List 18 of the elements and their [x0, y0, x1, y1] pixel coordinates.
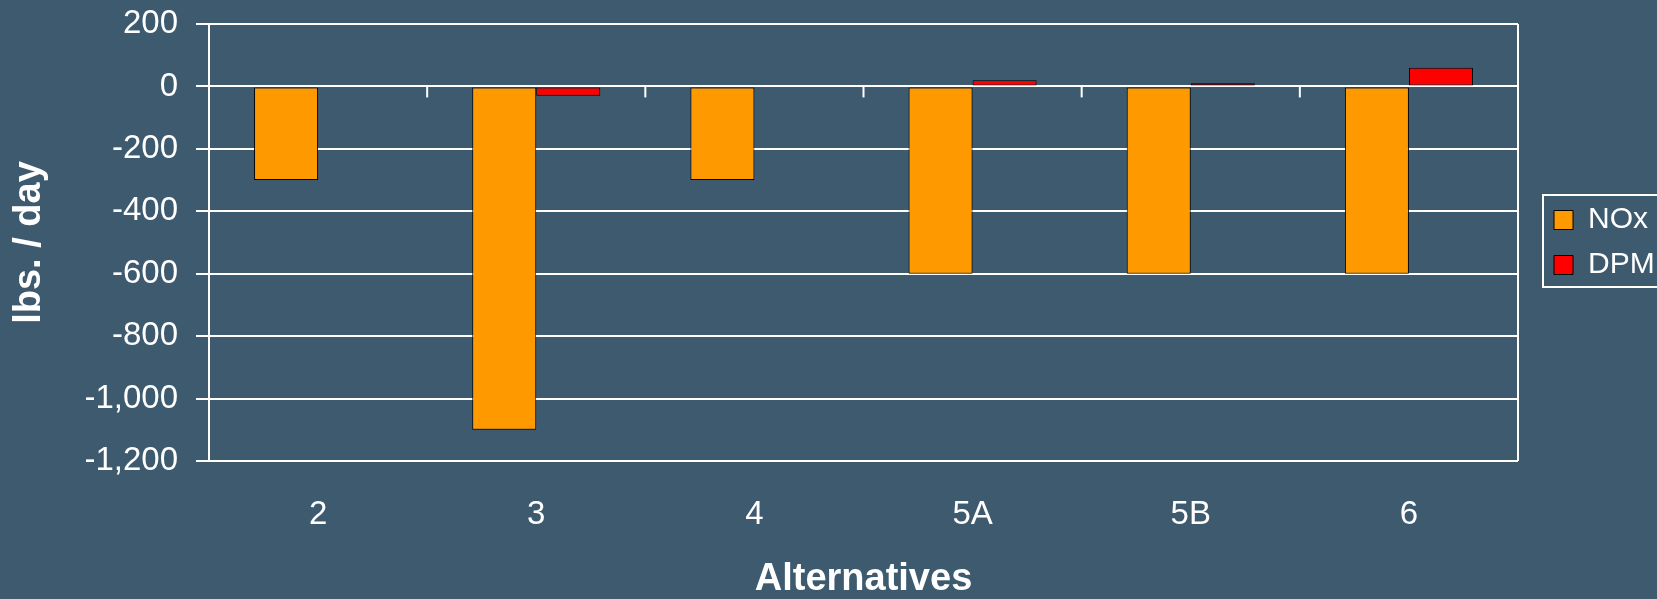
- y-tick-label: 200: [122, 3, 178, 41]
- x-tick-label: 5A: [952, 493, 993, 531]
- x-tick-label: 4: [745, 493, 764, 531]
- y-tick-label: -600: [111, 252, 178, 290]
- y-tick-label: -400: [111, 190, 178, 228]
- y-tick-label: -800: [111, 315, 178, 353]
- legend-label: DPM: [1588, 246, 1655, 280]
- y-tick-label: -200: [111, 127, 178, 165]
- y-tick-label: -1,200: [84, 440, 178, 478]
- y-tick-label: 0: [159, 65, 178, 103]
- x-axis-title: Alternatives: [754, 556, 973, 599]
- x-tick-label: 6: [1399, 493, 1419, 531]
- y-axis-title: lbs. / day: [6, 161, 49, 324]
- x-tick-label: 2: [308, 493, 328, 531]
- x-tick-label: 5B: [1170, 493, 1211, 531]
- x-tick-label: 3: [527, 493, 546, 531]
- y-tick-label: -1,000: [84, 377, 178, 415]
- legend-label: NOx: [1588, 201, 1648, 235]
